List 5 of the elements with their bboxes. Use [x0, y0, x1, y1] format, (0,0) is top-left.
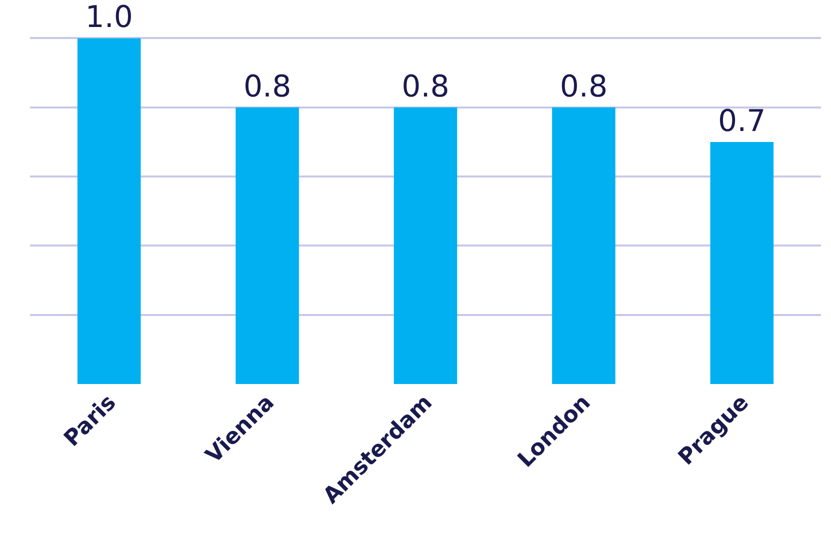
- data-label: 0.8: [402, 69, 450, 104]
- data-label: 1.0: [85, 0, 133, 36]
- data-label: 0.8: [560, 69, 608, 104]
- data-label: 0.8: [243, 69, 292, 104]
- data-label: 0.7: [718, 104, 766, 139]
